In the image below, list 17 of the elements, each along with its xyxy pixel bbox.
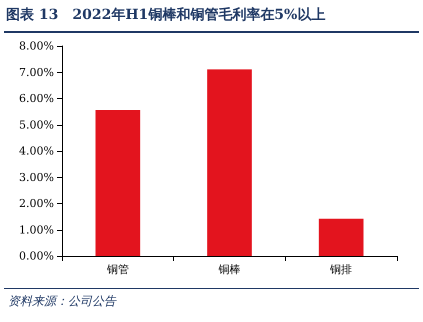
y-tick-label: 8.00%	[19, 40, 54, 52]
y-tick-label: 5.00%	[19, 118, 54, 132]
y-tick-label: 7.00%	[19, 66, 54, 79]
bar	[207, 69, 252, 256]
y-tick-label: 0.00%	[19, 250, 54, 262]
chart-title: 图表 13 2022年H1铜棒和铜管毛利率在5%以上	[6, 6, 326, 24]
y-tick-label: 6.00%	[19, 92, 54, 105]
y-tick-label: 4.00%	[19, 144, 54, 158]
bar	[96, 110, 140, 256]
y-tick-label: 3.00%	[19, 170, 54, 184]
text: 资料来源：公司公告	[8, 293, 116, 310]
y-tick-label: 1.00%	[19, 223, 54, 236]
bar	[318, 218, 364, 256]
x-tick-label: 铜棒	[218, 263, 240, 276]
x-tick-label: 铜管	[106, 263, 129, 276]
x-tick-label: 铜排	[329, 263, 352, 276]
y-tick-label: 2.00%	[19, 197, 54, 210]
